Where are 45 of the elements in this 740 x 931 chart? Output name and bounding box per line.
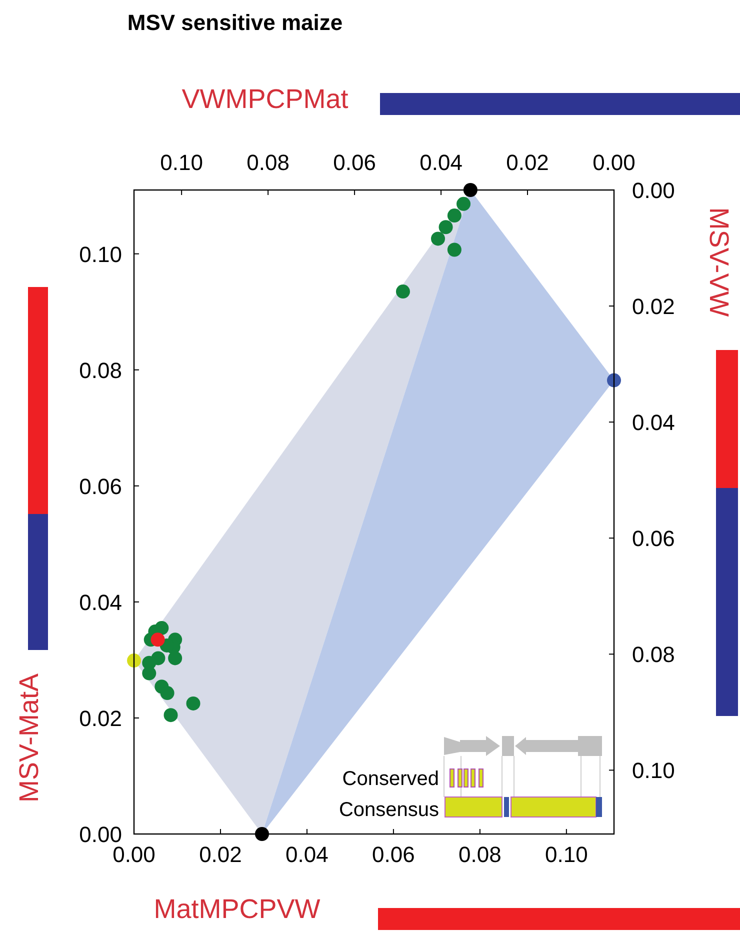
point	[438, 220, 453, 234]
point	[142, 666, 156, 680]
point	[150, 632, 165, 647]
y2-tick-label: 0.08	[632, 642, 675, 668]
x2-tick-label: 0.10	[160, 150, 203, 175]
y-tick-label: 0.04	[79, 590, 122, 615]
point	[431, 232, 445, 246]
point	[447, 242, 462, 257]
x2-tick-label: 0.02	[506, 150, 549, 175]
x-axis-title: MatMPCPVW	[154, 894, 321, 924]
y2-tick-label: 0.06	[632, 526, 675, 552]
x-tick-label: 0.08	[458, 842, 502, 867]
y-axis-title: MSV-MatA	[14, 673, 44, 803]
point	[160, 686, 174, 700]
x2-tick-label: 0.08	[246, 150, 290, 175]
point	[255, 827, 269, 841]
annotation: Consensus	[338, 799, 439, 821]
y-tick-label: 0.02	[79, 706, 122, 731]
y2-tick-label: 0.02	[632, 294, 675, 320]
y-tick-label: 0.08	[79, 358, 122, 383]
x2-tick-label: 0.00	[592, 150, 636, 175]
y-tick-label: 0.10	[79, 242, 122, 267]
y-tick-label: 0.06	[79, 474, 122, 499]
x-tick-label: 0.04	[286, 842, 328, 867]
x2-tick-label: 0.06	[333, 150, 376, 175]
point	[164, 708, 178, 722]
point	[463, 183, 478, 197]
y2-axis-title: MSV-VW	[704, 207, 734, 318]
point	[607, 373, 621, 388]
point	[127, 654, 141, 668]
x-tick-label: 0.10	[545, 842, 588, 867]
point	[186, 696, 200, 710]
annotation: Conserved	[342, 768, 439, 790]
y2-tick-label: 0.00	[632, 178, 675, 203]
x-tick-label: 0.06	[372, 842, 415, 867]
point	[168, 651, 182, 666]
x2-tick-label: 0.04	[420, 150, 462, 175]
point	[396, 284, 410, 299]
point	[456, 196, 471, 211]
point	[447, 208, 462, 223]
x2-axis-title: VWMPCPMat	[182, 84, 349, 114]
x-tick-label: 0.02	[199, 842, 242, 867]
y2-tick-label: 0.04	[632, 410, 675, 436]
y2-tick-label: 0.10	[632, 758, 675, 784]
chart-title: MSV sensitive maize	[127, 10, 343, 35]
